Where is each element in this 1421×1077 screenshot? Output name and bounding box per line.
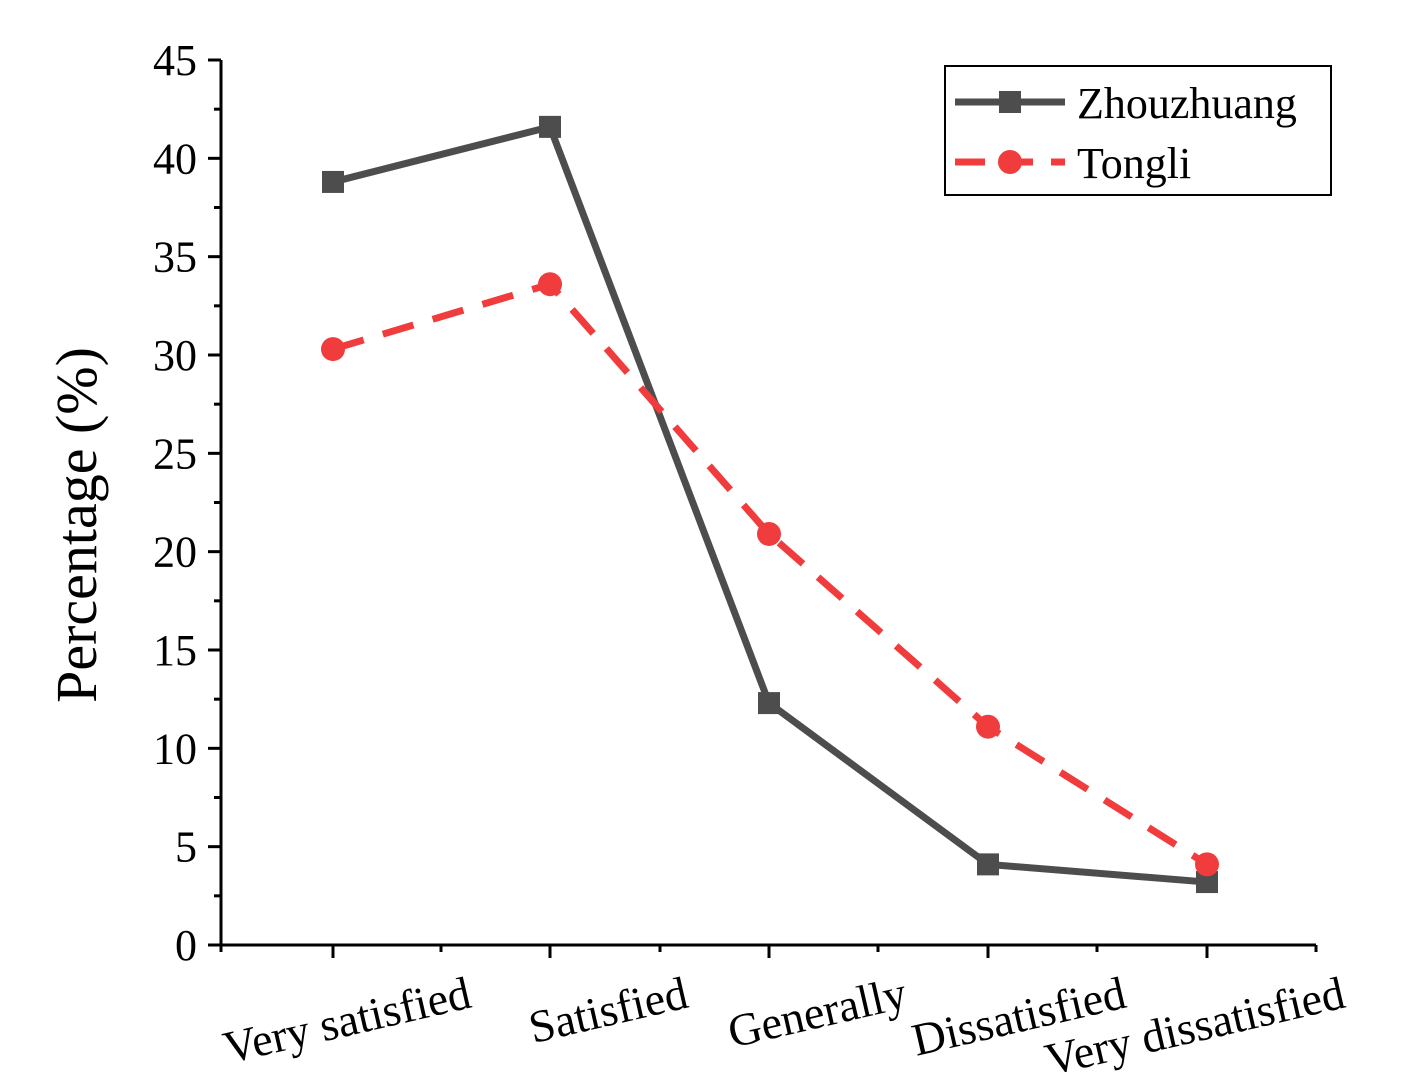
series-zhouzhuang	[322, 115, 1218, 894]
x-tick-label: Generally	[723, 967, 911, 1057]
legend: Zhouzhuang Tongli	[944, 65, 1332, 196]
data-point-square	[977, 853, 999, 876]
legend-label: Zhouzhuang	[1077, 79, 1297, 128]
data-point-square	[539, 115, 561, 138]
data-point-square	[322, 170, 344, 193]
series-tongli	[321, 272, 1219, 877]
y-tick-label: 20	[153, 528, 197, 577]
series-line	[332, 123, 1208, 886]
y-axis-title: Percentage (%)	[44, 347, 109, 703]
x-tick-label: Very satisfied	[219, 967, 476, 1072]
y-tick-label: 40	[153, 134, 197, 183]
y-tick-label: 5	[175, 823, 197, 872]
y-tick-label: 35	[153, 233, 197, 282]
y-tick-label: 30	[153, 331, 197, 380]
data-point-circle	[757, 521, 781, 546]
y-tick-label: 10	[153, 724, 197, 773]
legend-marker-square	[999, 91, 1021, 113]
data-point-square	[758, 692, 780, 715]
data-point-square	[1196, 871, 1218, 894]
y-tick-label: 45	[153, 36, 197, 85]
data-point-circle	[1195, 852, 1219, 877]
series-line	[331, 280, 1209, 868]
series-layer	[321, 115, 1219, 894]
x-tick-label: Satisfied	[524, 967, 692, 1053]
y-tick-label: 25	[153, 429, 197, 478]
data-point-circle	[321, 337, 345, 362]
legend-marker-circle	[998, 150, 1022, 174]
y-tick-label: 15	[153, 626, 197, 675]
legend-label: Tongli	[1077, 139, 1191, 188]
y-tick-label: 0	[175, 921, 197, 970]
data-point-circle	[976, 714, 1000, 739]
data-point-circle	[538, 272, 562, 297]
